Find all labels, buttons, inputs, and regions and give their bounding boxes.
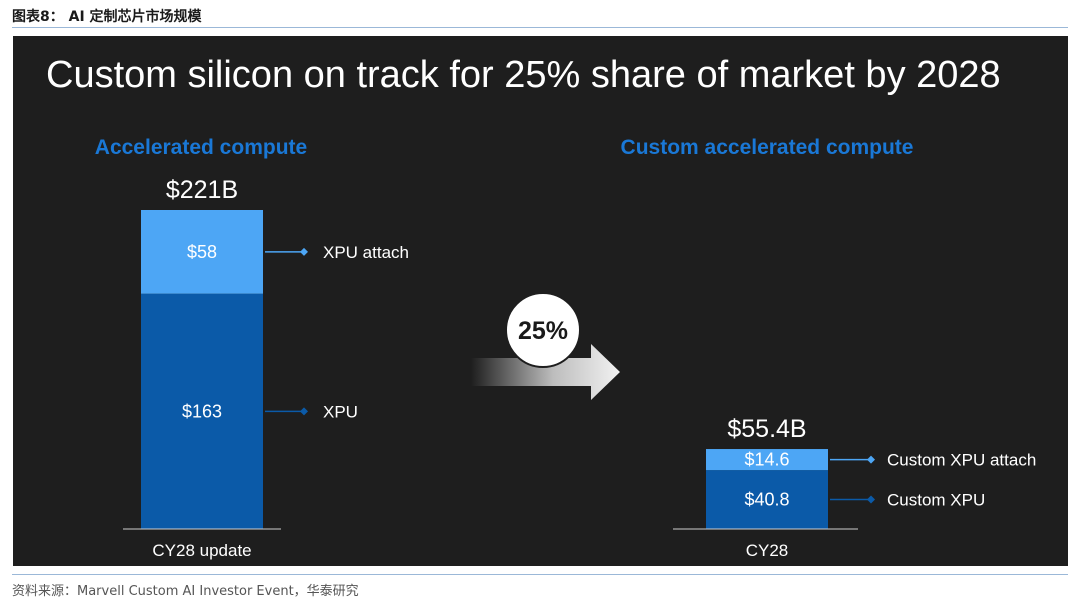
source-note: 资料来源：Marvell Custom AI Investor Event，华泰… — [12, 584, 359, 599]
caption-divider — [12, 27, 1068, 28]
segment-value-label: $163 — [182, 401, 222, 421]
bar-segment — [141, 293, 263, 529]
bar-segment — [141, 210, 263, 294]
chart-panel: Custom silicon on track for 25% share of… — [13, 36, 1068, 566]
legend-label: XPU attach — [323, 243, 409, 262]
category-label: CY28 — [746, 541, 789, 560]
total-label: $55.4B — [727, 415, 806, 443]
legend-marker — [300, 407, 308, 416]
source-divider — [12, 574, 1068, 575]
total-label: $221B — [166, 176, 238, 204]
legend-marker — [867, 495, 875, 504]
category-label: CY28 update — [152, 541, 251, 560]
growth-arrow — [471, 344, 620, 400]
stacked-bar-charts: Accelerated compute $163 XPU $58 XPU attach $… — [95, 136, 1036, 560]
legend-label: XPU — [323, 402, 358, 421]
bar-segment — [706, 470, 828, 529]
legend-marker — [867, 455, 875, 464]
legend-label: Custom XPU — [887, 491, 985, 510]
figure-caption: 图表8： AI 定制芯片市场规模 — [12, 9, 202, 25]
legend-label: Custom XPU attach — [887, 451, 1036, 470]
share-badge-label: 25% — [518, 317, 568, 345]
legend-marker — [300, 247, 308, 256]
bar-segment — [706, 449, 828, 471]
segment-value-label: $58 — [187, 242, 217, 262]
slide-title: Custom silicon on track for 25% share of… — [46, 54, 1001, 96]
segment-value-label: $14.6 — [744, 450, 789, 470]
panel-heading: Custom accelerated compute — [621, 136, 914, 159]
segment-value-label: $40.8 — [744, 490, 789, 510]
share-badge — [505, 292, 581, 368]
panel-heading: Accelerated compute — [95, 136, 307, 159]
